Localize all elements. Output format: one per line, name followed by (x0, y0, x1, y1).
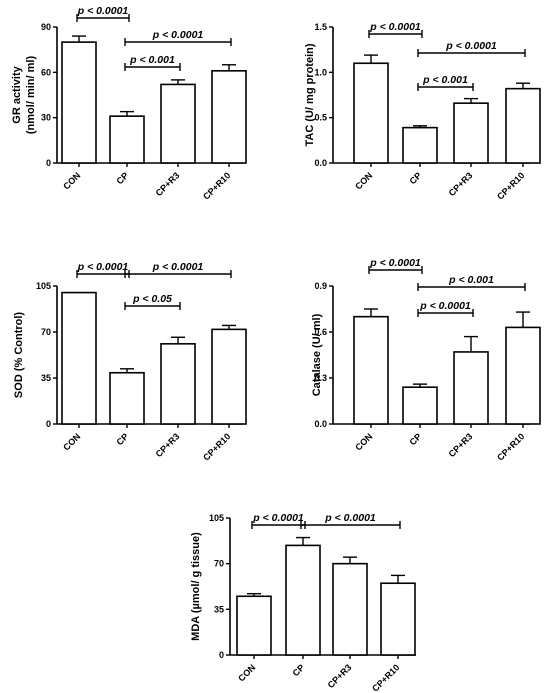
bar-cp-r10 (505, 87, 541, 164)
chart-panel-2: 0.0 0.5 1.0 1.5 CON CP CP+R3 CP+R10 p < 0.0001 p … (304, 21, 541, 202)
x-tick-label: CP (290, 662, 306, 678)
y-tick-label: 105 (209, 513, 224, 523)
p-value-label: p < 0.001 (129, 54, 175, 66)
y-tick-label: 0.0 (314, 158, 327, 168)
bar-cp (109, 371, 145, 425)
y-tick-label: 0.0 (314, 419, 327, 429)
x-tick-label: CP (407, 170, 423, 186)
x-tick-label: CON (61, 170, 82, 191)
bar-cp-r10 (211, 70, 247, 164)
p-value-label: p < 0.0001 (445, 40, 497, 52)
bar-cp-r3 (453, 351, 489, 425)
y-axis-label: TAC (U/ mg protein) (304, 43, 316, 146)
y-tick-label: 0 (219, 650, 224, 660)
p-value-label: p < 0.001 (422, 74, 468, 86)
bar-cp-r10 (505, 326, 541, 425)
x-tick-label: CP (114, 431, 130, 447)
y-tick-label: 30 (41, 113, 51, 123)
p-value-label: p < 0.0001 (369, 21, 421, 33)
bar-cp-r3 (160, 83, 196, 164)
x-tick-label: CP+R3 (447, 431, 475, 459)
x-tick-label: CP+R10 (495, 170, 526, 201)
y-tick-label: 1.0 (314, 67, 327, 77)
p-value-label: p < 0.0001 (152, 29, 204, 41)
x-tick-label: CP+R3 (154, 170, 182, 198)
x-tick-label: CP+R10 (495, 431, 526, 462)
y-axis-label: Catalase (U/ ml) (311, 313, 323, 396)
y-tick-label: 0 (46, 158, 51, 168)
x-tick-label: CON (61, 431, 82, 452)
p-value-label: p < 0.0001 (419, 300, 471, 312)
x-tick-label: CON (353, 431, 374, 452)
p-value-label: p < 0.001 (448, 274, 494, 286)
x-tick-label: CON (353, 170, 374, 191)
bar-cp-r10 (380, 582, 416, 656)
chart-panel-5: 0 35 70 105 CON CP CP+R3 CP+R10 p < 0.0001 p < 0.… (190, 512, 416, 693)
bar-con (353, 62, 389, 164)
x-tick-label: CP+R10 (201, 170, 232, 201)
x-tick-label: CP (407, 431, 423, 447)
bar-cp (109, 115, 145, 164)
bar-con (353, 315, 389, 425)
p-value-label: p < 0.0001 (77, 261, 129, 273)
y-tick-label: 0.5 (314, 113, 327, 123)
x-tick-label: CP+R3 (447, 170, 475, 198)
chart-panel-4: 0.0 0.3 0.6 0.9 CON CP CP+R3 CP+R10 p < 0.0001 p … (311, 257, 541, 463)
bar-con (61, 291, 97, 425)
x-tick-label: CP+R10 (201, 431, 232, 462)
y-tick-label: 0 (46, 419, 51, 429)
p-value-label: p < 0.05 (132, 293, 172, 305)
y-tick-label: 0.6 (314, 327, 327, 337)
bar-cp-r3 (332, 562, 368, 656)
bar-cp (285, 544, 321, 656)
bar-cp-r10 (211, 328, 247, 425)
y-axis-label-units: (nmol/ min/ ml) (25, 56, 37, 135)
y-tick-label: 35 (41, 373, 51, 383)
bar-cp-r3 (453, 102, 489, 164)
bar-cp (402, 386, 438, 425)
p-value-label: p < 0.0001 (369, 257, 421, 269)
p-value-label: p < 0.0001 (324, 512, 376, 524)
y-axis-label: GR activity (11, 65, 23, 123)
y-tick-label: 90 (41, 22, 51, 32)
x-tick-label: CON (236, 662, 257, 683)
bar-cp (402, 126, 438, 164)
p-value-label: p < 0.0001 (252, 512, 304, 524)
y-tick-label: 60 (41, 67, 51, 77)
p-value-label: p < 0.0001 (152, 261, 204, 273)
y-tick-label: 70 (41, 327, 51, 337)
y-tick-label: 0.9 (314, 281, 327, 291)
x-tick-label: CP+R10 (370, 662, 401, 693)
chart-panel-1: 0 30 60 90 CON CP CP+R3 CP+R10 p < 0.0001 p < 0.0… (11, 5, 247, 202)
y-axis-label: SOD (% Control) (13, 312, 25, 398)
p-value-label: p < 0.0001 (77, 5, 129, 17)
y-axis-label: MDA (µmol/ g tissue) (190, 532, 202, 641)
y-tick-label: 35 (214, 604, 224, 614)
bar-con (236, 595, 272, 656)
y-tick-label: 105 (36, 281, 51, 291)
x-tick-label: CP (114, 170, 130, 186)
x-tick-label: CP+R3 (326, 662, 354, 690)
y-tick-label: 70 (214, 559, 224, 569)
y-tick-label: 1.5 (314, 22, 327, 32)
y-tick-label: 0.3 (314, 373, 327, 383)
chart-panel-3: 0 35 70 105 CON CP CP+R3 CP+R10 p < 0.0001 p < 0.… (13, 261, 247, 463)
bar-cp-r3 (160, 343, 196, 425)
x-tick-label: CP+R3 (154, 431, 182, 459)
bar-con (61, 41, 97, 164)
